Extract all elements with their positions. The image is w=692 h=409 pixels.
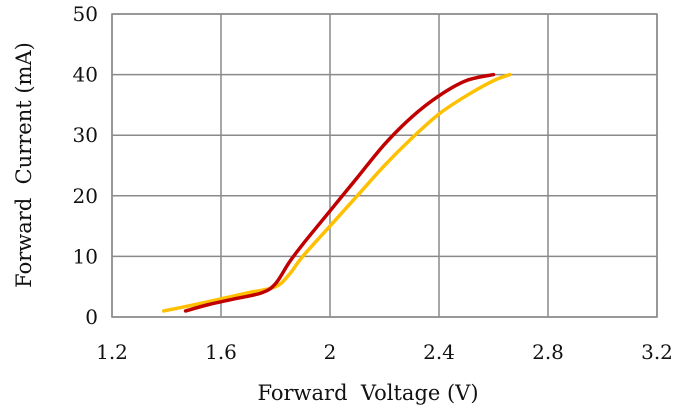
x-tick-labels: 1.2 1.6 2 2.4 2.8 3.2 [96, 340, 673, 364]
y-tick-labels: 0 10 20 30 40 50 [73, 2, 98, 329]
y-tick-label: 20 [73, 184, 98, 208]
plot-frame [111, 13, 658, 318]
x-tick-label: 2.8 [532, 340, 564, 364]
y-axis-title: Forward Current (mA) [12, 42, 36, 288]
x-tick-label: 2.4 [423, 340, 455, 364]
x-axis-title: Forward Voltage (V) [257, 381, 478, 405]
y-tick-label: 0 [85, 305, 98, 329]
x-tick-label: 3.2 [641, 340, 673, 364]
x-tick-label: 2 [324, 340, 337, 364]
x-tick-label: 1.6 [205, 340, 237, 364]
x-tick-label: 1.2 [96, 340, 128, 364]
series-line-2 [162, 72, 512, 313]
y-tick-label: 30 [73, 123, 98, 147]
y-tick-label: 40 [73, 63, 98, 87]
series-layer [162, 72, 512, 313]
y-tick-label: 50 [73, 2, 98, 26]
series-line-1 [183, 72, 496, 313]
y-tick-label: 10 [73, 244, 98, 268]
